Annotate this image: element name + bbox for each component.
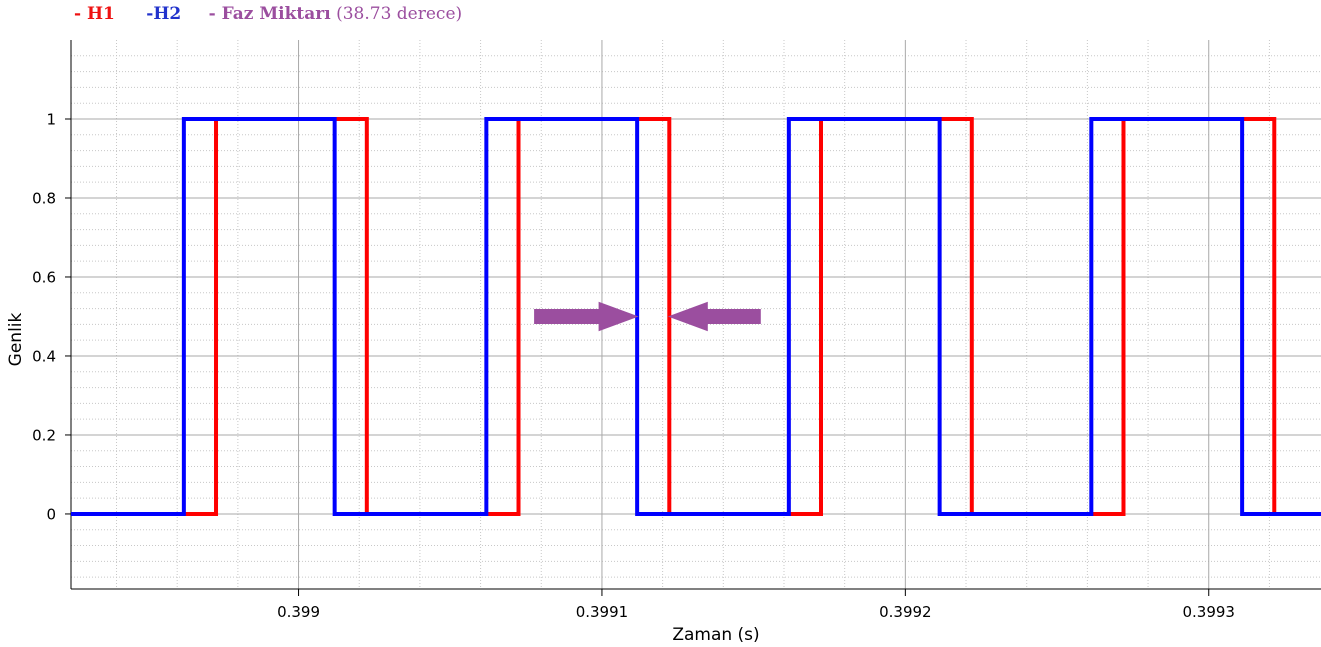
y-tick-label: 0.6 [32,268,56,286]
arrow-right-icon [534,301,639,332]
legend-phase-value: (38.73 derece) [336,4,463,24]
y-axis-title: Genlik [6,312,26,366]
legend-phase-name: - Faz Miktarı [208,4,331,24]
x-axis-title: Zaman (s) [672,625,759,645]
minor-grid [71,40,1321,589]
tick-marks: 0.399 0.3991 0.3992 0.3993 0 0.2 0.4 0.6 0.8 1 [32,110,1235,621]
y-tick-label: 0.8 [32,189,56,207]
x-tick-label: 0.3991 [576,603,629,621]
annotation-layer [534,301,761,332]
y-tick-label: 1 [46,110,56,128]
x-tick-label: 0.3993 [1182,603,1235,621]
legend-phase: - Faz Miktarı (38.73 derece) [209,4,463,24]
y-tick-label: 0.2 [32,426,56,444]
series-layer [71,116,1321,516]
x-tick-label: 0.3992 [879,603,932,621]
chart-legend: - H1 -H2 - Faz Miktarı (38.73 derece) [74,4,462,26]
x-tick-label: 0.399 [277,603,320,621]
y-tick-label: 0 [46,505,56,523]
legend-h2: -H2 [146,4,182,24]
y-tick-label: 0.4 [32,347,56,365]
arrow-left-icon [667,301,761,332]
axes [70,40,1321,590]
legend-h1: - H1 [74,4,115,24]
series-h2-line [71,116,1321,516]
